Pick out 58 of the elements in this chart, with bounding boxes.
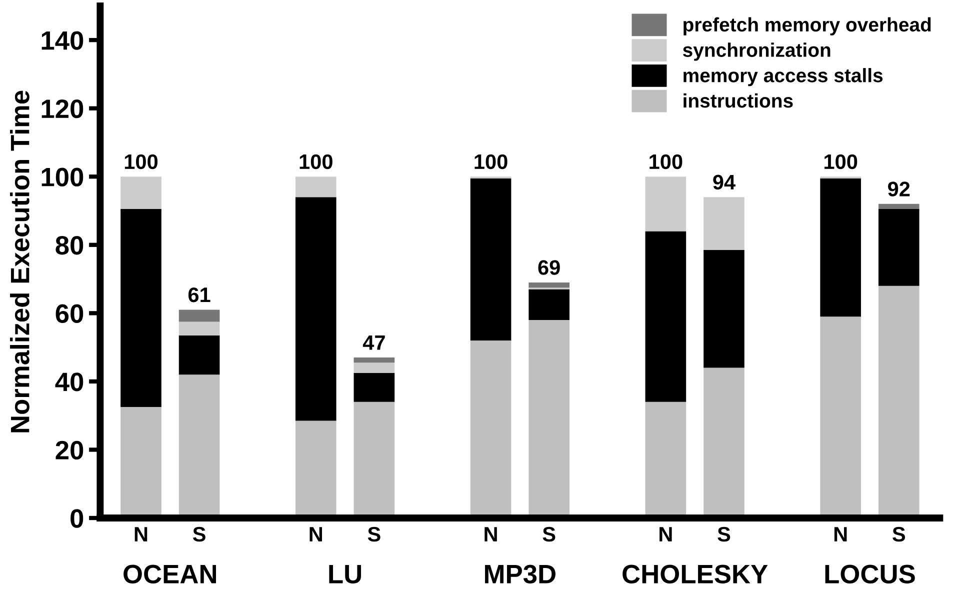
y-tick-label: 120 (42, 99, 84, 118)
bar (878, 204, 920, 210)
total-label: 100 (650, 154, 682, 170)
text: MP3D (485, 564, 556, 584)
total-label: 100 (300, 154, 332, 170)
bar (528, 282, 570, 288)
total-label: 47 (362, 335, 385, 350)
text: OCEAN (124, 564, 216, 584)
x-tick-label: N (834, 527, 847, 542)
y-tick-label: 40 (55, 372, 84, 392)
bar (878, 209, 920, 286)
total-label: 100 (124, 154, 158, 170)
bar (120, 176, 162, 210)
total-label: 94 (713, 174, 736, 190)
x-tick-label: N (484, 527, 497, 542)
total-label: 92 (888, 182, 910, 196)
text: LOCUS (825, 564, 915, 584)
x-tick-label: S (718, 526, 730, 542)
bar (470, 178, 512, 340)
bar (178, 310, 220, 322)
text: LU (329, 565, 362, 584)
total-label: 100 (824, 154, 858, 170)
y-axis-title: Normalized Execution Time (10, 90, 30, 432)
total-label: 100 (474, 154, 508, 170)
text: CHOLESKY (622, 564, 768, 584)
bar (354, 372, 395, 402)
legend-label: synchronization (682, 42, 830, 61)
x-tick-label: S (542, 526, 556, 542)
x-tick-label: N (310, 527, 322, 542)
y-tick-label: 100 (42, 168, 84, 186)
bar (704, 197, 744, 250)
legend-label: instructions (684, 93, 793, 108)
bar (354, 362, 395, 373)
bar (354, 358, 395, 363)
bar (704, 250, 744, 368)
bar (645, 231, 686, 402)
bar (178, 335, 220, 375)
y-tick-label: 20 (56, 440, 84, 460)
y-tick-label: 140 (42, 31, 84, 50)
legend-label: memory access stalls (684, 68, 883, 86)
x-tick-label: S (192, 526, 206, 542)
bar (820, 178, 861, 317)
x-tick-label: S (368, 526, 380, 542)
total-label: 61 (188, 287, 210, 302)
x-tick-label: S (892, 526, 906, 542)
bar (178, 322, 220, 336)
y-tick-label: 60 (56, 304, 84, 323)
y-tick-label: 80 (56, 236, 84, 255)
total-label: 69 (538, 260, 560, 275)
bar (528, 289, 570, 320)
x-tick-label: N (660, 527, 672, 542)
x-tick-label: N (134, 527, 148, 542)
bar (295, 176, 336, 198)
bar (645, 176, 686, 232)
legend-label: prefetch memory overhead (684, 17, 931, 36)
bar (295, 197, 336, 421)
y-tick-label: 0 (70, 509, 84, 528)
bar (120, 209, 162, 408)
